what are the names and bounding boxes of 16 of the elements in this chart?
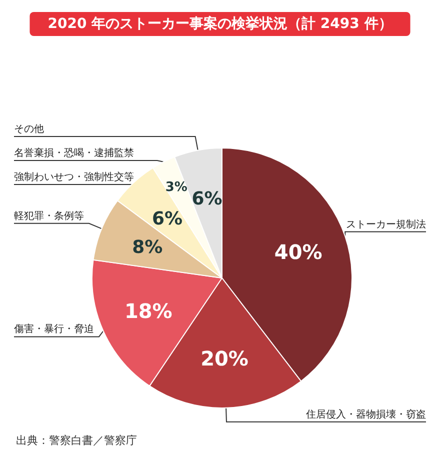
slice-label: 強制わいせつ・強制性交等 (14, 171, 134, 183)
slice-label: その他 (14, 123, 44, 135)
data-label: 8% (132, 236, 163, 258)
data-label: 3% (165, 180, 188, 195)
source-note: 出典：警察白書／警察庁 (16, 434, 137, 447)
data-label: 6% (192, 188, 222, 210)
slice-label: 軽犯罪・条例等 (14, 210, 84, 222)
slice-label: ストーカー規制法 (346, 218, 426, 230)
data-label: 40% (274, 240, 322, 264)
data-label: 6% (152, 208, 183, 230)
slice-label: 傷害・暴行・脅迫 (14, 323, 94, 336)
data-label: 18% (124, 298, 172, 323)
slice-label: 名誉棄損・恐喝・逮捕監禁 (14, 147, 134, 159)
chart-title: 2020 年のストーカー事案の検挙状況（計 2493 件） (48, 15, 392, 32)
data-label: 20% (200, 346, 248, 371)
slice-label: 住居侵入・器物損壊・窃盗 (306, 408, 426, 420)
